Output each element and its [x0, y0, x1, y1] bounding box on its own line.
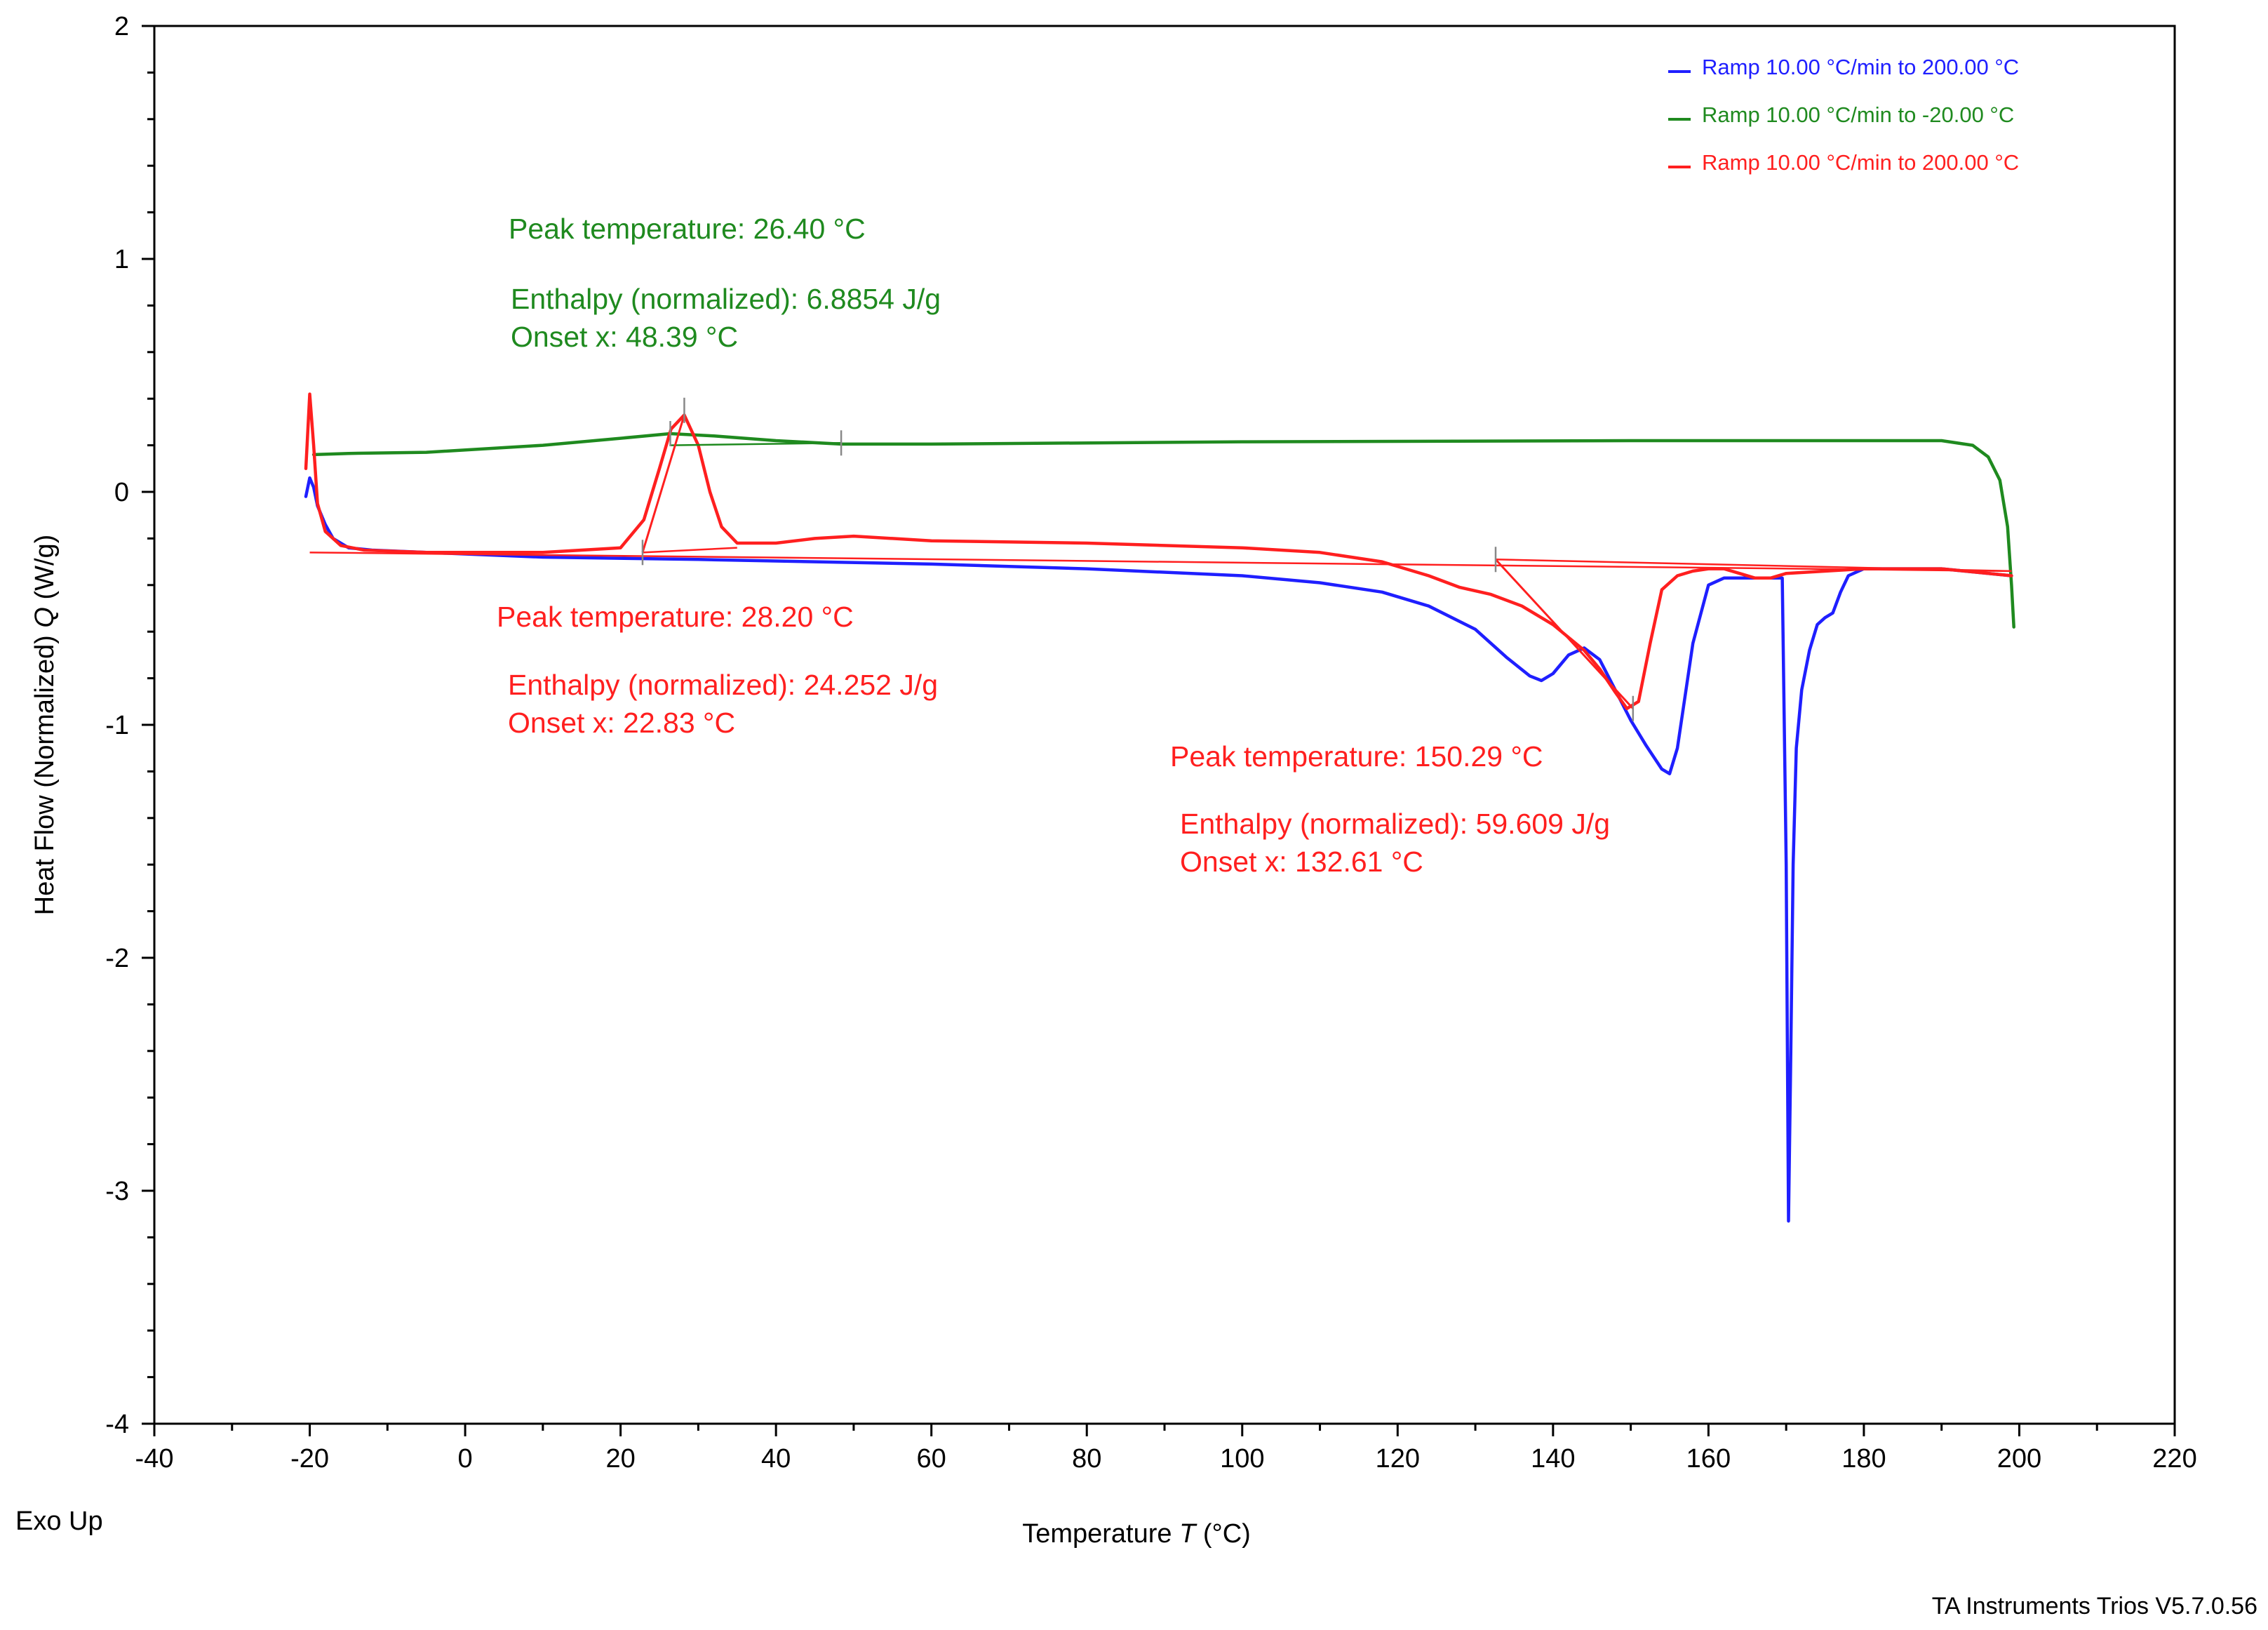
- y-axis-label: Heat Flow (Normalized): [30, 635, 60, 915]
- x-tick-label: 180: [1841, 1444, 1886, 1474]
- legend: Ramp 10.00 °C/min to 200.00 °C Ramp 10.0…: [1668, 55, 2019, 175]
- annotation-green-peak: Peak temperature: 26.40 °C: [509, 213, 866, 245]
- y-axis-symbol: Q: [30, 607, 60, 628]
- integration-baseline: [1495, 559, 2012, 573]
- series-line-1: [304, 476, 2013, 1223]
- legend-entry-1: Ramp 10.00 °C/min to 200.00 °C: [1702, 55, 2019, 79]
- integration-baseline: [642, 547, 737, 554]
- x-tick-label: 120: [1376, 1444, 1420, 1474]
- y-tick-label: -3: [105, 1177, 129, 1206]
- data-curves: [304, 392, 2015, 1223]
- analysis-overlays: [309, 397, 2012, 721]
- annotation-red-2-enthalpy: Enthalpy (normalized): 59.609 J/g: [1180, 808, 1610, 840]
- y-tick-label: 2: [114, 12, 129, 41]
- x-tick-label: 100: [1220, 1444, 1264, 1474]
- onset-tangent: [641, 415, 685, 553]
- annotation-green-enthalpy: Enthalpy (normalized): 6.8854 J/g: [511, 283, 941, 315]
- software-footer: TA Instruments Trios V5.7.0.56: [1932, 1593, 2257, 1619]
- x-tick-label: 20: [605, 1444, 635, 1474]
- x-tick-label: 220: [2152, 1444, 2196, 1474]
- legend-entry-2: Ramp 10.00 °C/min to -20.00 °C: [1702, 102, 2014, 127]
- y-tick-label: 1: [114, 245, 129, 274]
- y-tick-label: 0: [114, 478, 129, 507]
- annotation-red-1-peak: Peak temperature: 28.20 °C: [497, 601, 854, 633]
- x-tick-label: 80: [1072, 1444, 1101, 1474]
- y-axis-title: Heat Flow (Normalized) Q (W/g): [30, 535, 60, 916]
- x-tick-label: -40: [135, 1444, 174, 1474]
- x-tick-label: -20: [290, 1444, 329, 1474]
- annotation-red-2-onset: Onset x: 132.61 °C: [1180, 846, 1423, 878]
- series-line-2: [311, 432, 2015, 629]
- x-axis-label: Temperature: [1022, 1519, 1172, 1549]
- annotation-red-1-onset: Onset x: 22.83 °C: [508, 707, 735, 739]
- annotation-green-onset: Onset x: 48.39 °C: [511, 321, 738, 353]
- annotation-red-2: Peak temperature: 150.29 °C Enthalpy (no…: [1170, 740, 1610, 878]
- exo-up-label: Exo Up: [15, 1507, 103, 1536]
- annotation-red-2-peak: Peak temperature: 150.29 °C: [1170, 740, 1543, 773]
- integration-baseline: [309, 552, 2012, 573]
- integration-baseline: [670, 442, 842, 446]
- axis-ticks: -40 -20 0 20 40 60 80 100 120 140 160 180 200 220-4-3…: [105, 12, 2197, 1474]
- y-tick-label: -2: [105, 944, 129, 973]
- x-tick-label: 140: [1531, 1444, 1575, 1474]
- x-tick-label: 60: [917, 1444, 946, 1474]
- series-line-3: [304, 392, 2013, 711]
- annotation-red-1-enthalpy: Enthalpy (normalized): 24.252 J/g: [508, 669, 938, 701]
- x-tick-label: 200: [1997, 1444, 2041, 1474]
- x-tick-label: 0: [458, 1444, 473, 1474]
- annotation-red-1: Peak temperature: 28.20 °C Enthalpy (nor…: [497, 601, 938, 739]
- x-axis-unit: (°C): [1203, 1519, 1251, 1549]
- x-tick-label: 160: [1686, 1444, 1731, 1474]
- y-axis-unit: (W/g): [30, 535, 60, 600]
- y-tick-label: -4: [105, 1410, 129, 1439]
- x-tick-label: 40: [761, 1444, 791, 1474]
- annotation-green: Peak temperature: 26.40 °C Enthalpy (nor…: [509, 213, 941, 353]
- legend-entry-3: Ramp 10.00 °C/min to 200.00 °C: [1702, 150, 2019, 175]
- x-axis-symbol: T: [1179, 1519, 1197, 1549]
- plot-frame: [153, 25, 2176, 1425]
- x-axis-title: Temperature T (°C): [1022, 1519, 1251, 1549]
- onset-tangent: [1494, 559, 1634, 709]
- y-tick-label: -1: [105, 711, 129, 740]
